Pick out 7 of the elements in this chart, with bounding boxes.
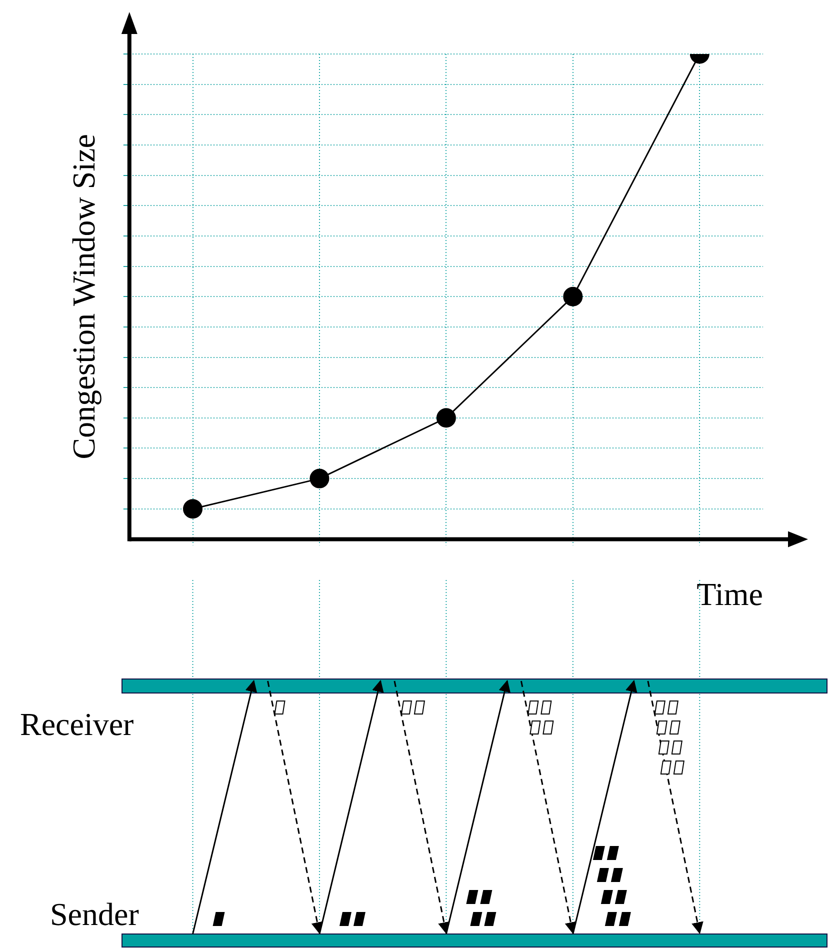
point (310, 468, 330, 488)
point (436, 408, 456, 428)
y-axis-title: Congestion Window Size (66, 134, 102, 460)
point (183, 499, 203, 519)
text: Receiver (20, 706, 134, 742)
x-axis-title: Time (696, 576, 763, 612)
text: Sender (50, 896, 140, 932)
